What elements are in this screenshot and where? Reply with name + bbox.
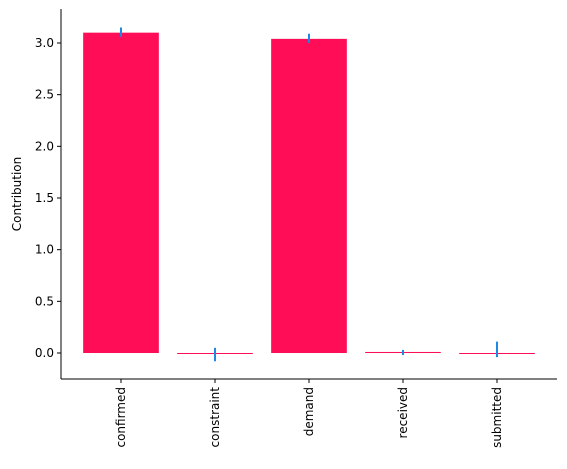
x-tick-label-demand: demand bbox=[302, 387, 316, 436]
y-tick-label-6: 3.0 bbox=[35, 36, 54, 50]
y-tick-label-0: 0.0 bbox=[35, 346, 54, 360]
bar-confirmed bbox=[83, 32, 159, 354]
y-axis-title: Contribution bbox=[10, 157, 24, 232]
y-tick-label-1: 0.5 bbox=[35, 294, 54, 308]
y-tick-label-2: 1.0 bbox=[35, 243, 54, 257]
error-bars-group bbox=[120, 27, 498, 362]
y-tick-label-4: 2.0 bbox=[35, 139, 54, 153]
x-ticks-group: confirmed constraint demand received submitt… bbox=[114, 379, 504, 448]
bars-group bbox=[83, 32, 535, 354]
y-tick-label-5: 2.5 bbox=[35, 88, 54, 102]
bar-demand bbox=[271, 38, 347, 353]
x-tick-label-constraint: constraint bbox=[208, 387, 222, 448]
x-tick-label-submitted: submitted bbox=[490, 387, 504, 448]
x-tick-label-confirmed: confirmed bbox=[114, 387, 128, 448]
y-ticks-group: 0.0 0.5 1.0 1.5 2.0 2.5 3.0 bbox=[35, 36, 61, 360]
y-tick-label-3: 1.5 bbox=[35, 191, 54, 205]
x-tick-label-received: received bbox=[396, 387, 410, 438]
